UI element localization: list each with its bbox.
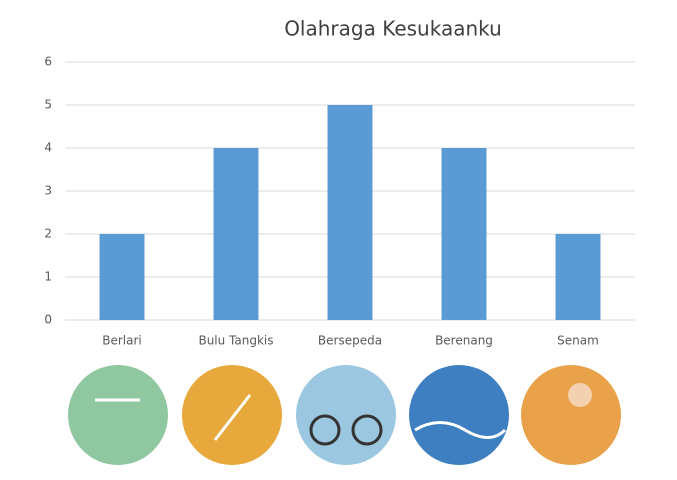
illustrations (68, 365, 621, 465)
illustration-badminton (182, 365, 282, 465)
y-tick-label: 4 (44, 141, 52, 155)
bar (213, 148, 259, 320)
x-tick-label: Senam (557, 334, 599, 348)
illustration-swimming (409, 365, 509, 465)
illustration-detail (568, 383, 592, 407)
illustration-detail (309, 414, 341, 446)
y-tick-label: 5 (44, 98, 52, 112)
x-tick-label: Berenang (435, 334, 493, 348)
chart-title: Olahraga Kesukaanku (284, 17, 502, 41)
y-tick-label: 1 (44, 270, 52, 284)
x-tick-label: Bersepeda (318, 334, 382, 348)
bar (99, 234, 145, 320)
illustration-gymnastics (521, 365, 621, 465)
bar (441, 148, 487, 320)
bar (327, 105, 373, 320)
y-tick-label: 2 (44, 227, 52, 241)
x-tick-label: Bulu Tangkis (198, 334, 273, 348)
illustration-detail (414, 421, 507, 439)
illustration-detail (351, 414, 383, 446)
x-tick-label: Berlari (102, 334, 142, 348)
y-tick-label: 6 (44, 55, 52, 69)
y-tick-label: 3 (44, 184, 52, 198)
y-tick-label: 0 (44, 313, 52, 327)
illustration-cycling (296, 365, 396, 465)
bar (555, 234, 601, 320)
illustration-detail (213, 394, 252, 441)
illustration-running (68, 365, 168, 465)
